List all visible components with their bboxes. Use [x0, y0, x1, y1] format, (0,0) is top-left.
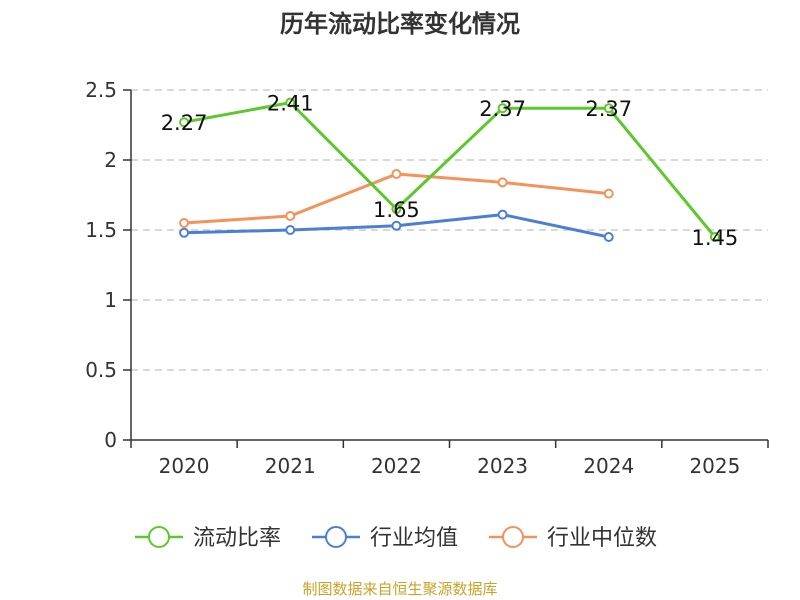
data-point [285, 225, 296, 235]
data-point [497, 103, 508, 114]
y-tick-label: 0.5 [85, 358, 117, 382]
data-point [391, 220, 402, 231]
series-line-1 [183, 101, 717, 238]
data-point [179, 218, 190, 228]
data-label: 2.37 [479, 97, 526, 121]
data-point [179, 227, 190, 238]
legend-label: 流动比率 [193, 526, 281, 551]
data-point [709, 232, 720, 242]
legend-label: 行业中位数 [547, 526, 657, 551]
data-label: 1.65 [373, 198, 420, 222]
data-label: 2.37 [585, 97, 632, 121]
data-label: 1.45 [692, 226, 739, 250]
data-point [497, 177, 508, 188]
y-tick-label: 2.5 [85, 78, 117, 102]
data-point [391, 204, 402, 214]
data-point [603, 103, 614, 114]
x-tick-label: 2025 [689, 454, 740, 478]
legend-swatch-marker [148, 526, 170, 548]
y-tick-label: 0 [104, 428, 117, 452]
data-point [391, 169, 402, 179]
x-tick-label: 2021 [265, 454, 316, 478]
legend-swatch-marker [325, 526, 347, 548]
data-label: 2.27 [161, 111, 208, 135]
legend-label: 行业均值 [370, 526, 458, 551]
x-tick-label: 2020 [159, 454, 210, 478]
data-point [285, 211, 296, 221]
y-tick-label: 2 [104, 148, 117, 172]
x-tick-label: 2023 [477, 454, 528, 478]
data-label: 2.41 [267, 92, 314, 116]
data-point [603, 232, 614, 242]
chart-title: 历年流动比率变化情况 [280, 10, 520, 38]
x-tick-label: 2024 [583, 454, 634, 478]
source-note: 制图数据来自恒生聚源数据库 [302, 580, 498, 598]
data-point [285, 97, 296, 108]
y-tick-label: 1 [104, 288, 117, 312]
data-point [603, 188, 614, 199]
data-point [179, 117, 190, 128]
data-point [497, 209, 508, 220]
y-tick-label: 1.5 [85, 218, 117, 242]
x-tick-label: 2022 [371, 454, 422, 478]
legend-swatch-marker [502, 526, 524, 548]
